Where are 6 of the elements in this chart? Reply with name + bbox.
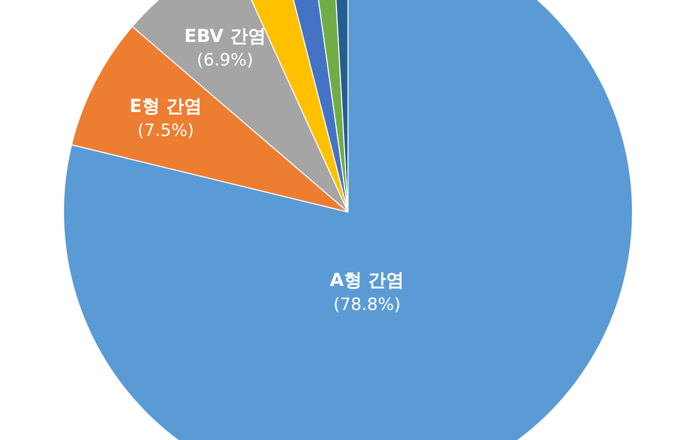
data-label: (78.8%) <box>333 294 401 315</box>
slice-label: E형 간염 <box>130 96 202 118</box>
data-label: (7.5%) <box>138 120 194 141</box>
slice-label: EBV 간염 <box>184 26 266 47</box>
slice-label: A형 간염 <box>330 270 404 292</box>
data-label: (6.9%) <box>196 50 254 71</box>
